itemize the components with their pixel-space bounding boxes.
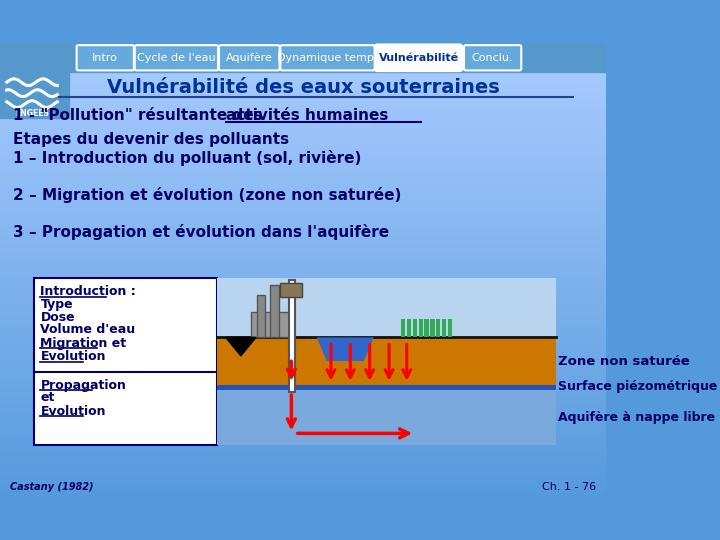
Text: Conclu.: Conclu.: [472, 53, 513, 63]
Text: Dynamique temp.: Dynamique temp.: [277, 53, 378, 63]
Text: et: et: [40, 392, 55, 404]
Text: Aquifère à nappe libre: Aquifère à nappe libre: [558, 411, 716, 424]
Text: Migration et: Migration et: [40, 337, 127, 350]
Bar: [401, 319, 405, 338]
Polygon shape: [317, 338, 374, 361]
Bar: [217, 386, 556, 390]
Bar: [257, 295, 265, 338]
Text: Dose: Dose: [40, 310, 75, 323]
Text: ENGEES: ENGEES: [15, 109, 49, 118]
Text: 1 - "Pollution" résultante des: 1 - "Pollution" résultante des: [13, 109, 268, 124]
Text: Cycle de l'eau: Cycle de l'eau: [137, 53, 216, 63]
FancyBboxPatch shape: [464, 45, 521, 70]
Text: Vulnérabilité: Vulnérabilité: [379, 53, 459, 63]
Text: Type: Type: [40, 298, 73, 311]
Bar: [34, 279, 217, 445]
Text: activités humaines: activités humaines: [225, 109, 388, 124]
Text: Surface piézométrique: Surface piézométrique: [558, 380, 718, 393]
Bar: [0, 43, 69, 118]
Bar: [0, 43, 606, 72]
FancyBboxPatch shape: [135, 45, 218, 70]
Bar: [280, 284, 302, 297]
Text: 3 – Propagation et évolution dans l'aquifère: 3 – Propagation et évolution dans l'aqui…: [13, 224, 389, 240]
FancyBboxPatch shape: [376, 45, 462, 70]
Text: Etapes du devenir des polluants: Etapes du devenir des polluants: [13, 132, 289, 147]
Bar: [413, 319, 417, 338]
Text: Vulnérabilité des eaux souterraines: Vulnérabilité des eaux souterraines: [107, 78, 500, 97]
Text: Ch. 1 - 76: Ch. 1 - 76: [542, 482, 596, 492]
Bar: [251, 312, 289, 338]
FancyBboxPatch shape: [76, 45, 134, 70]
Bar: [407, 319, 411, 338]
Text: Volume d'eau: Volume d'eau: [40, 323, 135, 336]
Bar: [289, 280, 294, 392]
Bar: [431, 319, 435, 338]
Text: Introduction :: Introduction :: [40, 286, 136, 299]
Text: Evolution: Evolution: [40, 350, 106, 363]
Text: Intro: Intro: [92, 53, 118, 63]
Text: 2 – Migration et évolution (zone non saturée): 2 – Migration et évolution (zone non sat…: [13, 187, 401, 203]
Bar: [442, 319, 446, 338]
Bar: [436, 319, 441, 338]
Text: Zone non saturée: Zone non saturée: [558, 355, 690, 368]
Text: Aquifère: Aquifère: [226, 52, 273, 63]
FancyBboxPatch shape: [219, 45, 279, 70]
Bar: [424, 319, 428, 338]
Text: Castany (1982): Castany (1982): [10, 482, 94, 492]
Polygon shape: [225, 338, 256, 356]
Bar: [217, 279, 556, 445]
Bar: [217, 338, 556, 388]
Text: 1 – Introduction du polluant (sol, rivière): 1 – Introduction du polluant (sol, riviè…: [13, 150, 361, 166]
Bar: [448, 319, 452, 338]
FancyBboxPatch shape: [280, 45, 374, 70]
Bar: [418, 319, 423, 338]
Bar: [217, 390, 556, 445]
Bar: [270, 285, 279, 338]
Text: Propagation: Propagation: [40, 379, 126, 392]
Text: Evolution: Evolution: [40, 405, 106, 418]
